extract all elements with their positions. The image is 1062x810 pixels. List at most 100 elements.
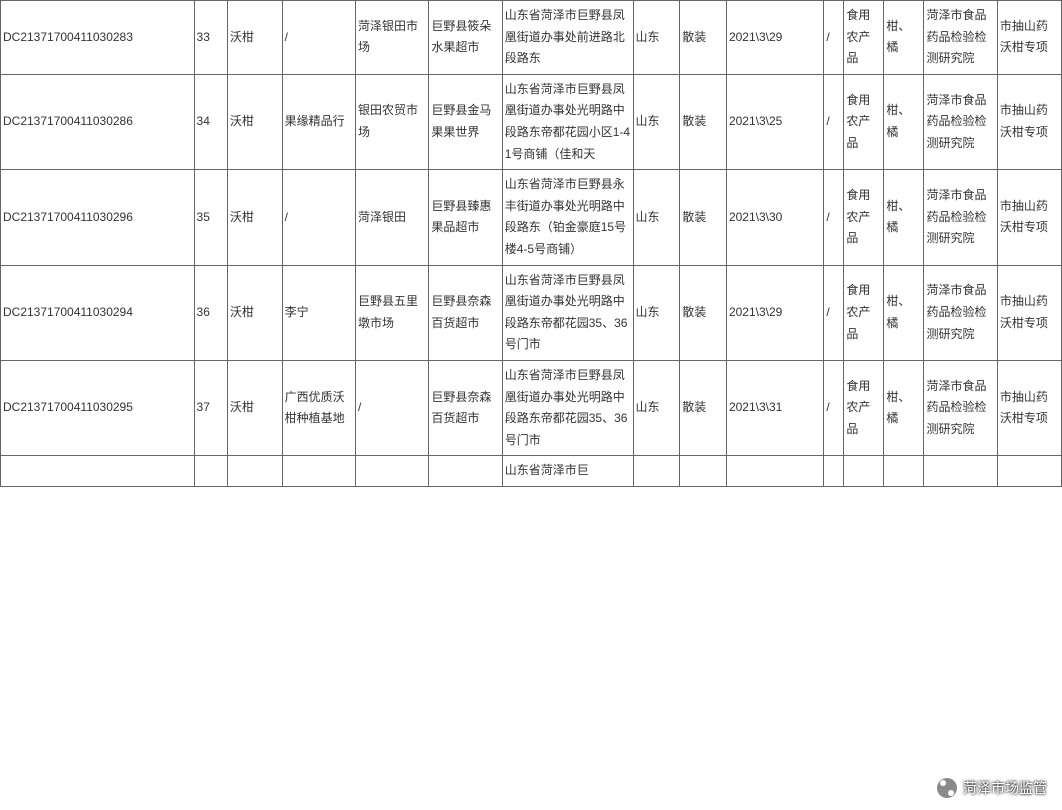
table-row: DC2137170041103028634沃柑果缘精品行银田农贸市场巨野县金马果… (1, 74, 1062, 169)
cell-slash (824, 456, 844, 487)
cell-address: 山东省菏泽市巨野县凤凰街道办事处光明路中段路东帝都花园小区1-41号商铺（佳和天 (502, 74, 633, 169)
cell-unit: 巨野县臻惠果品超市 (429, 170, 502, 265)
cell-province: 山东 (633, 360, 680, 455)
cell-address: 山东省菏泽市巨野县凤凰街道办事处光明路中段路东帝都花园35、36号门市 (502, 265, 633, 360)
cell-institute: 菏泽市食品药品检验检测研究院 (924, 1, 997, 75)
cell-market: / (355, 360, 428, 455)
cell-unit: 巨野县筱朵水果超市 (429, 1, 502, 75)
cell-subcat: 柑、橘 (884, 74, 924, 169)
cell-unit: 巨野县奈森百货超市 (429, 265, 502, 360)
table-row: DC2137170041103029537沃柑广西优质沃柑种植基地/巨野县奈森百… (1, 360, 1062, 455)
cell-category: 食用农产品 (844, 360, 884, 455)
cell-spec: 散装 (680, 1, 727, 75)
cell-slash: / (824, 1, 844, 75)
cell-project: 市抽山药沃柑专项 (997, 74, 1061, 169)
cell-subcat (884, 456, 924, 487)
cell-market (355, 456, 428, 487)
cell-subcat: 柑、橘 (884, 170, 924, 265)
cell-date: 2021\3\31 (726, 360, 823, 455)
cell-slash: / (824, 74, 844, 169)
cell-unit (429, 456, 502, 487)
cell-supplier: 果缘精品行 (282, 74, 355, 169)
cell-name: 沃柑 (227, 170, 282, 265)
inspection-table: DC2137170041103028333沃柑/菏泽银田市场巨野县筱朵水果超市山… (0, 0, 1062, 487)
cell-spec: 散装 (680, 360, 727, 455)
cell-address: 山东省菏泽市巨野县凤凰街道办事处光明路中段路东帝都花园35、36号门市 (502, 360, 633, 455)
cell-slash: / (824, 170, 844, 265)
cell-market: 巨野县五里墩市场 (355, 265, 428, 360)
cell-spec: 散装 (680, 265, 727, 360)
cell-date (726, 456, 823, 487)
cell-project: 市抽山药沃柑专项 (997, 360, 1061, 455)
cell-project: 市抽山药沃柑专项 (997, 265, 1061, 360)
cell-date: 2021\3\29 (726, 265, 823, 360)
wechat-watermark: 菏泽市场监管 (937, 778, 1047, 798)
cell-market: 银田农贸市场 (355, 74, 428, 169)
cell-date: 2021\3\30 (726, 170, 823, 265)
cell-seq: 35 (194, 170, 227, 265)
cell-seq: 34 (194, 74, 227, 169)
cell-supplier (282, 456, 355, 487)
cell-address: 山东省菏泽市巨野县永丰街道办事处光明路中段路东（铂金豪庭15号楼4-5号商铺） (502, 170, 633, 265)
cell-spec: 散装 (680, 170, 727, 265)
cell-market: 菏泽银田 (355, 170, 428, 265)
cell-project: 市抽山药沃柑专项 (997, 1, 1061, 75)
table-row: DC2137170041103029635沃柑/菏泽银田巨野县臻惠果品超市山东省… (1, 170, 1062, 265)
cell-name: 沃柑 (227, 360, 282, 455)
cell-category: 食用农产品 (844, 1, 884, 75)
cell-seq (194, 456, 227, 487)
cell-id (1, 456, 195, 487)
cell-date: 2021\3\29 (726, 1, 823, 75)
cell-name: 沃柑 (227, 74, 282, 169)
cell-seq: 36 (194, 265, 227, 360)
cell-supplier: 李宁 (282, 265, 355, 360)
table-row: DC2137170041103029436沃柑李宁巨野县五里墩市场巨野县奈森百货… (1, 265, 1062, 360)
cell-subcat: 柑、橘 (884, 1, 924, 75)
cell-province: 山东 (633, 265, 680, 360)
cell-category (844, 456, 884, 487)
cell-id: DC21371700411030294 (1, 265, 195, 360)
cell-name (227, 456, 282, 487)
cell-subcat: 柑、橘 (884, 360, 924, 455)
cell-institute: 菏泽市食品药品检验检测研究院 (924, 74, 997, 169)
cell-project: 市抽山药沃柑专项 (997, 170, 1061, 265)
cell-id: DC21371700411030295 (1, 360, 195, 455)
cell-id: DC21371700411030286 (1, 74, 195, 169)
cell-seq: 37 (194, 360, 227, 455)
cell-id: DC21371700411030283 (1, 1, 195, 75)
cell-address: 山东省菏泽市巨 (502, 456, 633, 487)
wechat-icon (937, 778, 957, 798)
cell-institute (924, 456, 997, 487)
cell-slash: / (824, 265, 844, 360)
watermark-text: 菏泽市场监管 (963, 778, 1047, 798)
cell-subcat: 柑、橘 (884, 265, 924, 360)
cell-spec: 散装 (680, 74, 727, 169)
cell-supplier: / (282, 170, 355, 265)
table-row: DC2137170041103028333沃柑/菏泽银田市场巨野县筱朵水果超市山… (1, 1, 1062, 75)
cell-slash: / (824, 360, 844, 455)
cell-province: 山东 (633, 170, 680, 265)
cell-market: 菏泽银田市场 (355, 1, 428, 75)
cell-province: 山东 (633, 1, 680, 75)
cell-institute: 菏泽市食品药品检验检测研究院 (924, 170, 997, 265)
cell-category: 食用农产品 (844, 170, 884, 265)
cell-spec (680, 456, 727, 487)
cell-unit: 巨野县奈森百货超市 (429, 360, 502, 455)
cell-supplier: / (282, 1, 355, 75)
cell-category: 食用农产品 (844, 265, 884, 360)
cell-project (997, 456, 1061, 487)
cell-unit: 巨野县金马果果世界 (429, 74, 502, 169)
cell-institute: 菏泽市食品药品检验检测研究院 (924, 360, 997, 455)
cell-institute: 菏泽市食品药品检验检测研究院 (924, 265, 997, 360)
cell-name: 沃柑 (227, 265, 282, 360)
cell-province: 山东 (633, 74, 680, 169)
cell-address: 山东省菏泽市巨野县凤凰街道办事处前进路北段路东 (502, 1, 633, 75)
cell-id: DC21371700411030296 (1, 170, 195, 265)
cell-category: 食用农产品 (844, 74, 884, 169)
table-body: DC2137170041103028333沃柑/菏泽银田市场巨野县筱朵水果超市山… (1, 1, 1062, 487)
cell-date: 2021\3\25 (726, 74, 823, 169)
cell-province (633, 456, 680, 487)
cell-seq: 33 (194, 1, 227, 75)
cell-supplier: 广西优质沃柑种植基地 (282, 360, 355, 455)
cell-name: 沃柑 (227, 1, 282, 75)
